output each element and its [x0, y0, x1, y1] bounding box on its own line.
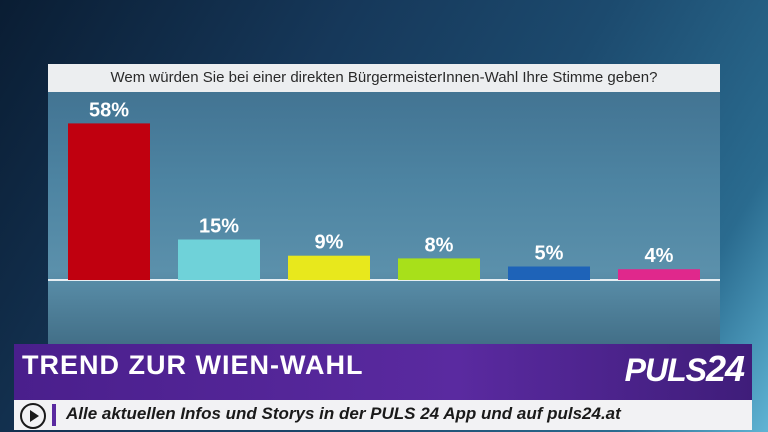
bar-value-label: 15% — [199, 216, 239, 238]
chart-title: Wem würden Sie bei einer direkten Bürger… — [48, 64, 720, 92]
bar — [178, 239, 260, 280]
banner-title: TREND ZUR WIEN-WAHL — [22, 350, 364, 380]
chart-panel: Wem würden Sie bei einer direkten Bürger… — [48, 64, 720, 360]
lower-third-banner: TREND ZUR WIEN-WAHL PULS24 — [14, 344, 752, 400]
puls24-logo: PULS24 — [624, 348, 745, 390]
bar — [68, 123, 150, 281]
bar-value-label: 5% — [535, 243, 564, 265]
bar — [618, 269, 700, 280]
ticker-divider — [52, 404, 56, 426]
bar-value-label: 58% — [89, 99, 129, 121]
logo-number: 24 — [705, 348, 745, 389]
bar-chart: 58% 15% 9% 8% 5% 4% — [48, 99, 720, 281]
bar-value-label: 9% — [315, 232, 344, 254]
bar — [508, 266, 590, 280]
bar-value-label: 4% — [645, 245, 674, 267]
bar — [288, 255, 370, 280]
bar — [398, 258, 480, 280]
logo-text: PULS — [624, 352, 707, 388]
bar-value-label: 8% — [425, 234, 454, 256]
play-icon[interactable] — [20, 403, 46, 429]
news-ticker: Alle aktuellen Infos und Storys in der P… — [14, 400, 752, 430]
ticker-text: Alle aktuellen Infos und Storys in der P… — [66, 404, 621, 423]
